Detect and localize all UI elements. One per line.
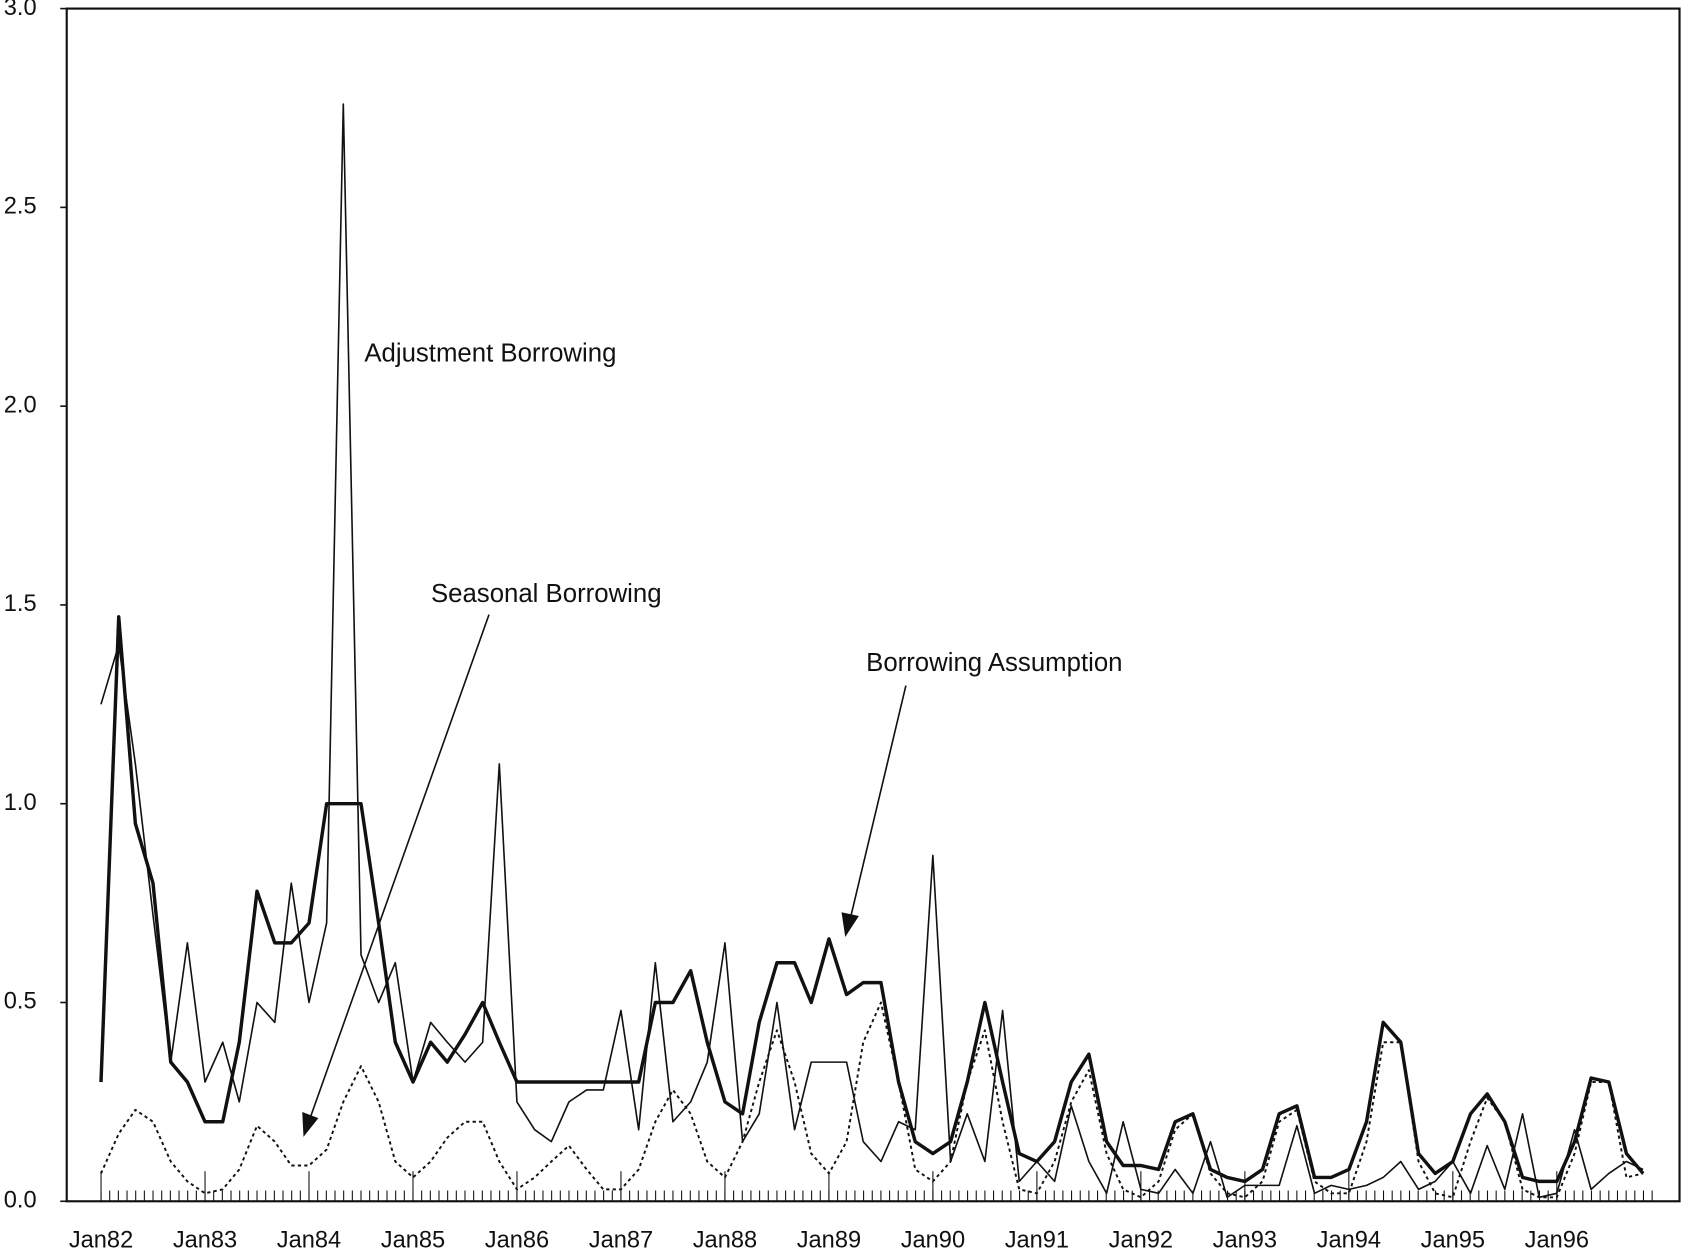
y-tick-label: 2.5 (4, 194, 37, 220)
x-tick-label: Jan85 (381, 1227, 445, 1253)
series-line (99, 615, 1645, 1184)
arrow-line (849, 685, 907, 920)
y-tick-label: 1.5 (4, 591, 37, 617)
series-annotation: Seasonal Borrowing (431, 580, 662, 608)
y-tick-label: 0.5 (4, 989, 37, 1015)
arrow-head (302, 1111, 319, 1137)
series-annotation: Adjustment Borrowing (364, 339, 616, 367)
x-tick-label: Jan92 (1109, 1227, 1173, 1253)
y-tick-label: 0.0 (4, 1188, 37, 1214)
x-tick-label: Jan83 (173, 1227, 237, 1253)
y-tick-label: 2.0 (4, 392, 37, 418)
arrow-head (841, 912, 859, 938)
arrow-line (308, 614, 490, 1120)
x-tick-label: Jan89 (797, 1227, 861, 1253)
x-tick-label: Jan86 (485, 1227, 549, 1253)
x-tick-label: Jan95 (1421, 1227, 1485, 1253)
arrows (302, 614, 907, 1137)
x-tick-label: Jan87 (589, 1227, 653, 1253)
x-tick-label: Jan94 (1317, 1227, 1381, 1253)
x-tick-label: Jan82 (69, 1227, 133, 1253)
x-tick-label: Jan91 (1005, 1227, 1069, 1253)
x-tick-label: Jan84 (277, 1227, 341, 1253)
y-tick-label: 3.0 (4, 0, 37, 21)
x-tick-label: Jan96 (1525, 1227, 1589, 1253)
y-tick-label: 1.0 (4, 790, 37, 816)
plot-frame (65, 7, 1681, 1203)
series-line (100, 1001, 1644, 1199)
x-tick-label: Jan93 (1213, 1227, 1277, 1253)
x-tick-label: Jan88 (693, 1227, 757, 1253)
x-tick-label: Jan90 (901, 1227, 965, 1253)
series-line (100, 103, 1644, 1199)
series-annotation: Borrowing Assumption (866, 649, 1122, 677)
